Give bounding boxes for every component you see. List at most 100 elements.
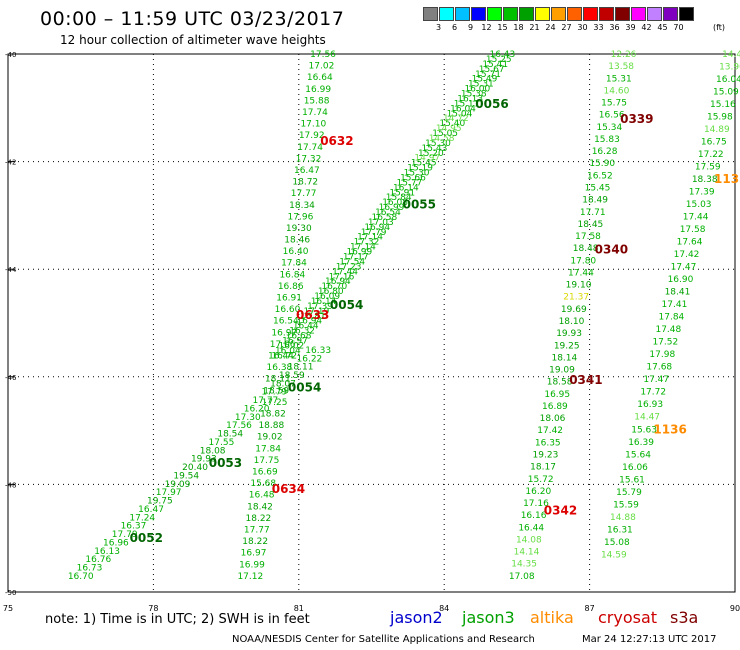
swh-value: 17.56	[226, 421, 252, 431]
swh-value: 15.40	[439, 119, 465, 129]
swh-value: 17.23	[336, 262, 362, 272]
pass-time-label: 0632	[320, 134, 353, 148]
y-tick-label: -46	[5, 374, 17, 382]
pass-time-label: 0052	[130, 531, 163, 545]
color-scale-label: 70	[673, 23, 684, 32]
pass-time-label: 0054	[288, 381, 321, 395]
swh-value: 17.32	[296, 154, 322, 164]
swh-value: 15.88	[304, 96, 330, 106]
swh-value: 16.52	[587, 171, 613, 181]
swh-value: 17.79	[261, 388, 287, 398]
swh-value: 17.30	[235, 413, 261, 423]
swh-value: 15.66	[400, 173, 426, 183]
swh-value: 15.17	[454, 99, 480, 109]
x-tick-label: 78	[148, 604, 158, 613]
swh-value: 16.40	[283, 247, 309, 257]
swh-value: 18.11	[288, 363, 314, 373]
color-scale-swatch	[663, 7, 678, 21]
swh-value: 18.42	[247, 502, 273, 512]
swh-value: 19.69	[561, 305, 587, 315]
swh-value: 16.97	[282, 336, 308, 346]
swh-value: 19.10	[566, 281, 592, 291]
swh-value: 15.45	[411, 159, 437, 169]
pass-time-label: 0053	[209, 456, 242, 470]
swh-value: 16.97	[271, 328, 297, 338]
swh-value: 16.64	[307, 73, 333, 83]
color-scale-label: 36	[609, 23, 620, 32]
timestamp-text: Mar 24 12:27:13 UTC 2017	[582, 634, 717, 645]
color-scale-label: 30	[577, 23, 588, 32]
swh-value: 15.45	[585, 183, 611, 193]
color-scale-swatch	[615, 7, 630, 21]
swh-value: 16.56	[599, 111, 625, 121]
swh-value: 20.40	[182, 463, 208, 473]
swh-value: 16.99	[379, 203, 405, 213]
y-tick-label: -50	[5, 589, 16, 597]
swh-value: 18.17	[530, 463, 556, 473]
color-scale-swatch	[647, 7, 662, 21]
y-tick-label: -42	[5, 159, 16, 167]
swh-value: 16.04	[716, 75, 740, 85]
legend-item-s3a: s3a	[670, 608, 699, 627]
color-scale-label: 45	[657, 23, 668, 32]
x-tick-label: 84	[439, 604, 449, 613]
swh-value: 17.08	[509, 572, 535, 582]
swh-value: 17.84	[659, 313, 685, 323]
swh-value: 17.84	[281, 259, 307, 269]
swh-value: 17.42	[537, 426, 563, 436]
swh-value: 15.84	[386, 193, 412, 203]
swh-value: 16.99	[346, 248, 372, 258]
swh-value: 18.59	[263, 386, 289, 396]
swh-value: 17.22	[698, 150, 724, 160]
color-scale-label: 18	[513, 23, 524, 32]
swh-value: 16.89	[542, 402, 568, 412]
swh-value: 19.93	[556, 329, 582, 339]
swh-value: 16.14	[311, 297, 337, 307]
swh-value: 14.47	[722, 50, 740, 60]
swh-value: 19.30	[286, 224, 312, 234]
swh-value: 17.58	[680, 225, 706, 235]
y-tick-label: -48	[5, 481, 16, 489]
color-scale-label: 12	[481, 23, 492, 32]
swh-value: 16.20	[525, 487, 551, 497]
pass-time-label: 1136	[653, 422, 686, 436]
swh-value: 17.12	[237, 572, 263, 582]
swh-value: 17.97	[156, 488, 182, 498]
swh-value: 16.04	[450, 104, 476, 114]
swh-value: 15.30	[404, 169, 430, 179]
swh-value: 17.77	[253, 396, 279, 406]
swh-value: 17.68	[646, 363, 672, 373]
swh-value: 16.22	[297, 354, 323, 364]
swh-value: 17.52	[652, 338, 678, 348]
swh-value: 16.06	[622, 463, 648, 473]
color-scale-label: 3	[435, 23, 442, 32]
swh-value: 17.44	[568, 268, 594, 278]
color-scale-swatch	[519, 7, 534, 21]
swh-value: 16.70	[321, 282, 347, 292]
swh-value: 17.79	[361, 228, 387, 238]
swh-value: 14.95	[436, 124, 462, 134]
swh-value: 15.98	[707, 113, 733, 123]
swh-value: 18.08	[200, 446, 226, 456]
color-scale-label: 9	[467, 23, 474, 32]
swh-value: 16.90	[668, 275, 694, 285]
swh-value: 15.83	[594, 135, 620, 145]
swh-value: 18.58	[547, 378, 573, 388]
swh-value: 16.47	[294, 166, 320, 176]
swh-value: 17.54	[339, 257, 365, 267]
swh-value: 16.94	[325, 277, 351, 287]
swh-value: 18.10	[559, 317, 585, 327]
swh-value: 16.35	[535, 438, 561, 448]
swh-value: 14.88	[610, 513, 636, 523]
swh-value: 16.99	[305, 85, 331, 95]
swh-value: 16.94	[364, 223, 390, 233]
swh-value: 17.16	[523, 499, 549, 509]
swh-value: 16.02	[279, 341, 305, 351]
swh-value: 17.84	[255, 444, 281, 454]
swh-value: 16.54	[375, 208, 401, 218]
swh-value: 15.41	[482, 60, 508, 70]
swh-value: 17.25	[262, 398, 288, 408]
color-scale-label: 24	[545, 23, 556, 32]
swh-value: 18.46	[284, 236, 310, 246]
swh-value: 16.13	[94, 547, 120, 557]
